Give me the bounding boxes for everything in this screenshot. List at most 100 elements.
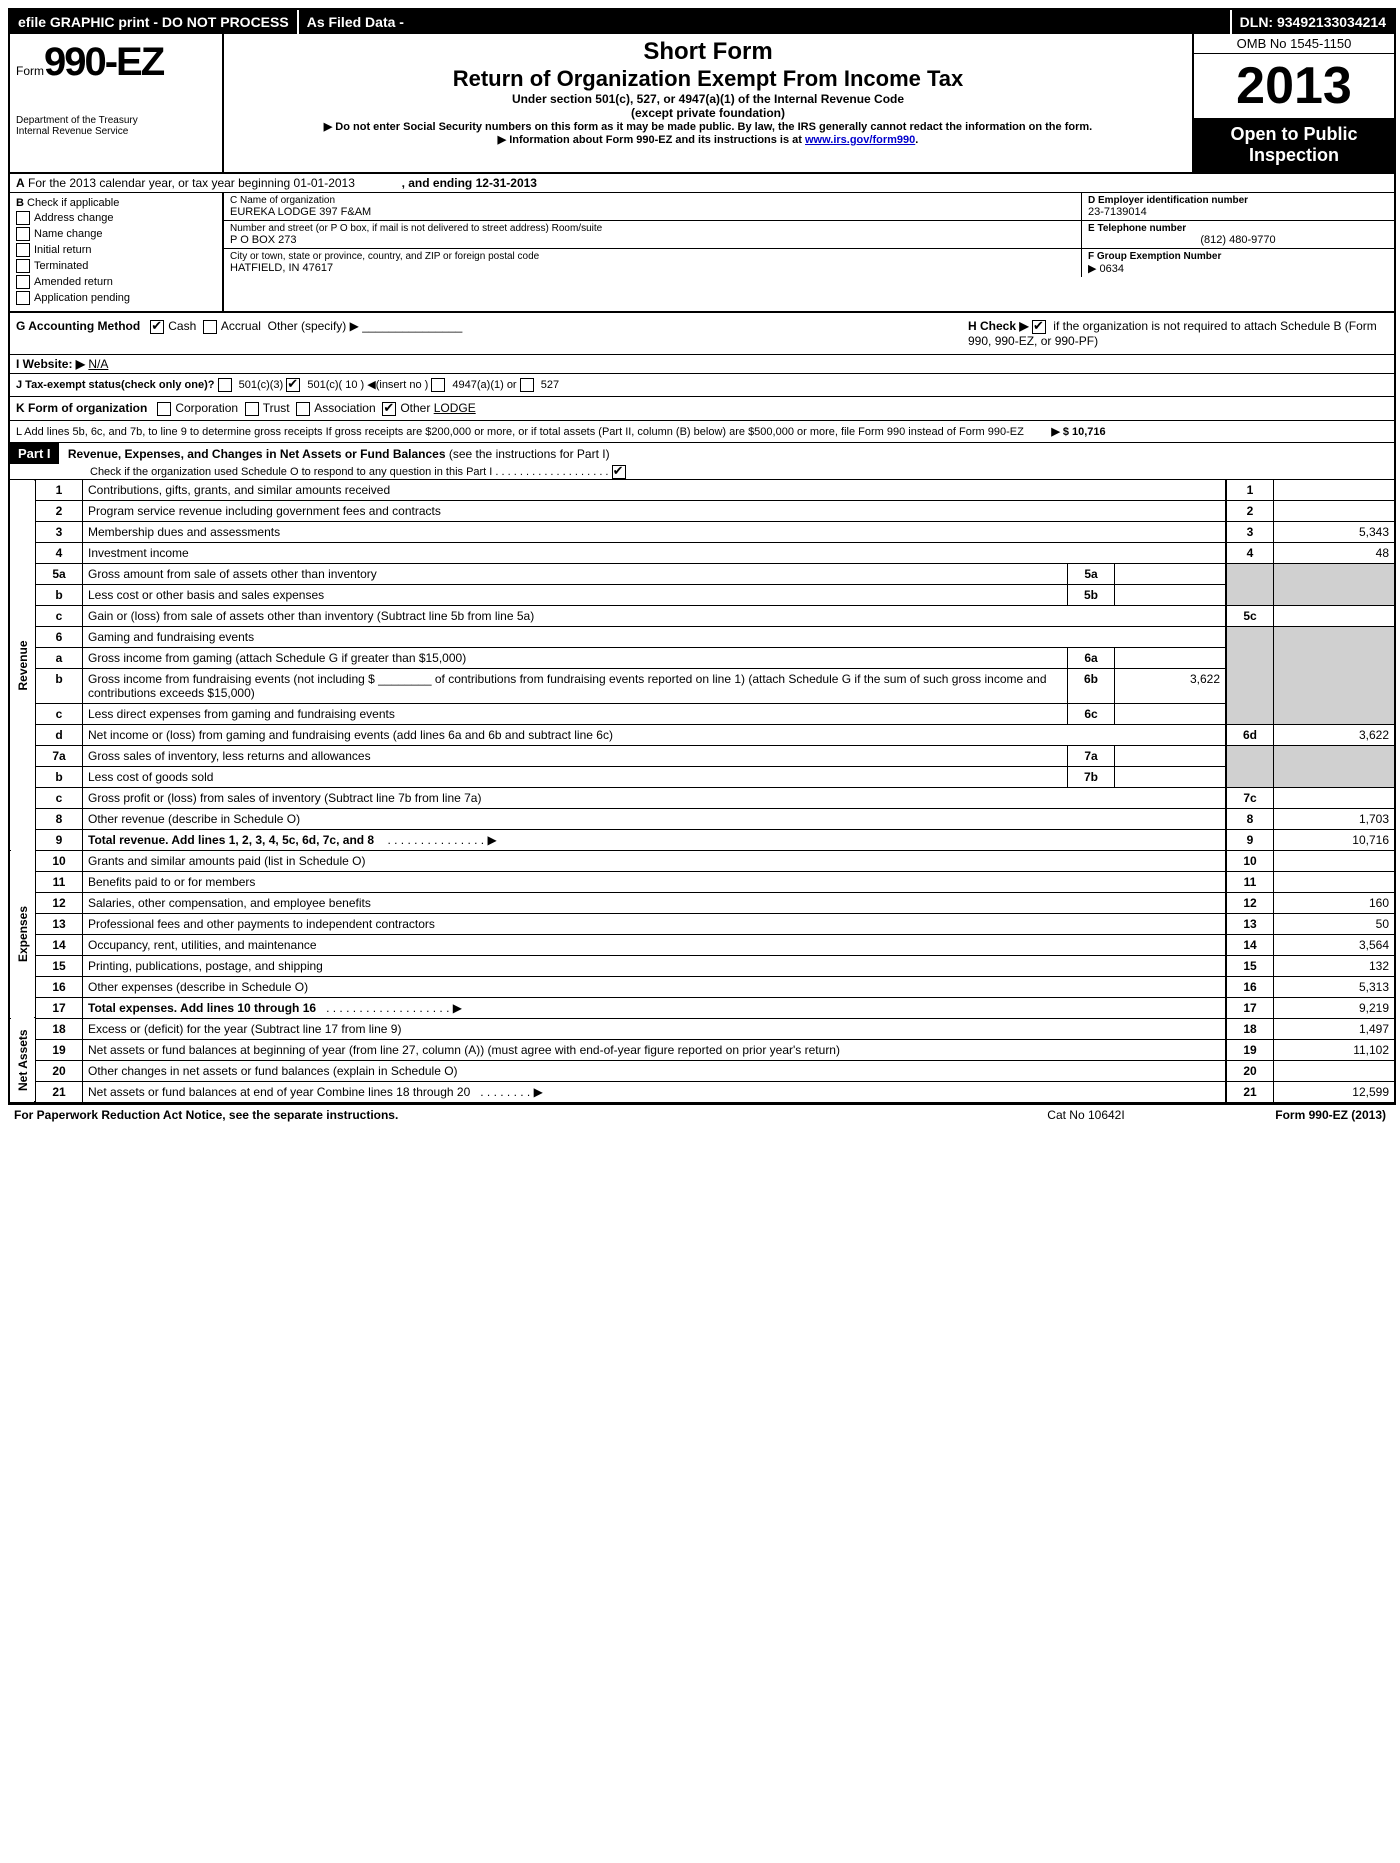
cb-501c[interactable] — [286, 378, 300, 392]
title-except: (except private foundation) — [232, 106, 1184, 120]
info-text: ▶ Information about Form 990-EZ and its … — [498, 134, 805, 146]
top-bar: efile GRAPHIC print - DO NOT PROCESS As … — [10, 10, 1394, 34]
dept-treasury: Department of the Treasury — [16, 115, 216, 126]
line6a-desc: Gross income from gaming (attach Schedul… — [83, 647, 1068, 668]
accrual-label: Accrual — [221, 319, 261, 333]
line8-val: 1,703 — [1274, 808, 1395, 829]
cb-4947[interactable] — [431, 378, 445, 392]
addr-block: Number and street (or P O box, if mail i… — [224, 221, 1082, 248]
line12-num: 12 — [1226, 892, 1274, 913]
line7c-num: 7c — [1226, 787, 1274, 808]
line4-val: 48 — [1274, 542, 1395, 563]
group-ex-value: ▶ 0634 — [1088, 262, 1388, 275]
line7b-sn: 7b — [1068, 766, 1115, 787]
org-form-label: K Form of organization — [16, 401, 147, 415]
dln: DLN: 93492133034214 — [1232, 10, 1394, 34]
side-expenses: Expenses — [10, 850, 35, 1018]
line5b-sn: 5b — [1068, 584, 1115, 605]
form-ref: Form 990-EZ (2013) — [1186, 1108, 1386, 1122]
line1-val — [1274, 480, 1395, 501]
line5c-num: 5c — [1226, 605, 1274, 626]
part1-title: Revenue, Expenses, and Changes in Net As… — [68, 447, 446, 461]
line19-num: 19 — [1226, 1039, 1274, 1060]
cb-accrual[interactable] — [203, 320, 217, 334]
line17-val: 9,219 — [1274, 997, 1395, 1018]
efile-notice: efile GRAPHIC print - DO NOT PROCESS — [10, 10, 299, 34]
line6b-sv: 3,622 — [1115, 668, 1227, 703]
accounting-method-label: G Accounting Method — [16, 319, 140, 333]
line21-val: 12,599 — [1274, 1081, 1395, 1102]
cb-name-change[interactable]: Name change — [16, 227, 216, 241]
line7c-val — [1274, 787, 1395, 808]
group-exemption-block: F Group Exemption Number ▶ 0634 — [1082, 249, 1394, 277]
col-b-checkboxes: B Check if applicable Address change Nam… — [10, 193, 224, 311]
line10-num: 10 — [1226, 850, 1274, 871]
city-block: City or town, state or province, country… — [224, 249, 1082, 277]
cb-terminated[interactable]: Terminated — [16, 259, 216, 273]
line7a-desc: Gross sales of inventory, less returns a… — [83, 745, 1068, 766]
line4-desc: Investment income — [83, 542, 1227, 563]
open-line1: Open to Public — [1230, 124, 1357, 144]
cb-trust[interactable] — [245, 402, 259, 416]
cb-address-change[interactable]: Address change — [16, 211, 216, 225]
cb-initial-return[interactable]: Initial return — [16, 243, 216, 257]
line14-val: 3,564 — [1274, 934, 1395, 955]
line5b-sv — [1115, 584, 1227, 605]
side-revenue: Revenue — [10, 480, 35, 851]
org-name-value: EUREKA LODGE 397 F&AM — [230, 206, 1075, 218]
h-check-label: H Check ▶ — [968, 319, 1029, 333]
line18-val: 1,497 — [1274, 1018, 1395, 1039]
line5b-desc: Less cost or other basis and sales expen… — [83, 584, 1068, 605]
row-l-gross-receipts: L Add lines 5b, 6c, and 7b, to line 9 to… — [10, 421, 1394, 443]
line10-desc: Grants and similar amounts paid (list in… — [83, 850, 1227, 871]
other-org-label: Other — [400, 401, 430, 415]
section-bcdef: B Check if applicable Address change Nam… — [10, 193, 1394, 313]
check-if-applicable: Check if applicable — [27, 197, 119, 209]
line6c-sn: 6c — [1068, 703, 1115, 724]
paperwork-notice: For Paperwork Reduction Act Notice, see … — [14, 1108, 986, 1122]
org-name-label: C Name of organization — [230, 195, 1075, 206]
line9-val: 10,716 — [1274, 829, 1395, 850]
line13-val: 50 — [1274, 913, 1395, 934]
group-ex-label: F Group Exemption Number — [1088, 251, 1221, 262]
line21-num: 21 — [1226, 1081, 1274, 1102]
info-notice: ▶ Information about Form 990-EZ and its … — [232, 133, 1184, 146]
row-k-org-form: K Form of organization Corporation Trust… — [10, 397, 1394, 421]
other-org-value: LODGE — [434, 401, 476, 415]
line3-val: 5,343 — [1274, 521, 1395, 542]
ssn-notice: ▶ Do not enter Social Security numbers o… — [232, 120, 1184, 133]
line17-desc: Total expenses. Add lines 10 through 16 … — [83, 997, 1227, 1018]
cb-501c3[interactable] — [218, 378, 232, 392]
line6-desc: Gaming and fundraising events — [83, 626, 1227, 647]
line5a-desc: Gross amount from sale of assets other t… — [83, 563, 1068, 584]
cb-schedule-b[interactable] — [1032, 320, 1046, 334]
line4-num: 4 — [1226, 542, 1274, 563]
line6d-desc: Net income or (loss) from gaming and fun… — [83, 724, 1227, 745]
cb-schedule-o[interactable] — [612, 465, 626, 479]
line6c-sv — [1115, 703, 1227, 724]
cb-amended-return[interactable]: Amended return — [16, 275, 216, 289]
trust-label: Trust — [263, 401, 290, 415]
cb-corp[interactable] — [157, 402, 171, 416]
line14-desc: Occupancy, rent, utilities, and maintena… — [83, 934, 1227, 955]
line6b-sn: 6b — [1068, 668, 1115, 703]
line13-desc: Professional fees and other payments to … — [83, 913, 1227, 934]
tax-year-end: , and ending 12-31-2013 — [402, 176, 537, 190]
line3-desc: Membership dues and assessments — [83, 521, 1227, 542]
irs-link[interactable]: www.irs.gov/form990 — [805, 134, 915, 146]
cb-application-pending[interactable]: Application pending — [16, 291, 216, 305]
form-header: Form990-EZ Department of the Treasury In… — [10, 34, 1394, 174]
line6a-sn: 6a — [1068, 647, 1115, 668]
tax-exempt-label: J Tax-exempt status(check only one)? — [16, 379, 214, 391]
line20-val — [1274, 1060, 1395, 1081]
gross-receipts-text: L Add lines 5b, 6c, and 7b, to line 9 to… — [16, 426, 1024, 438]
cb-527[interactable] — [520, 378, 534, 392]
city-label: City or town, state or province, country… — [230, 251, 1075, 262]
line7a-sn: 7a — [1068, 745, 1115, 766]
cb-assoc[interactable] — [296, 402, 310, 416]
cb-other-org[interactable] — [382, 402, 396, 416]
cb-cash[interactable] — [150, 320, 164, 334]
label-a: A — [16, 176, 25, 190]
line7c-desc: Gross profit or (loss) from sales of inv… — [83, 787, 1227, 808]
line6c-desc: Less direct expenses from gaming and fun… — [83, 703, 1068, 724]
